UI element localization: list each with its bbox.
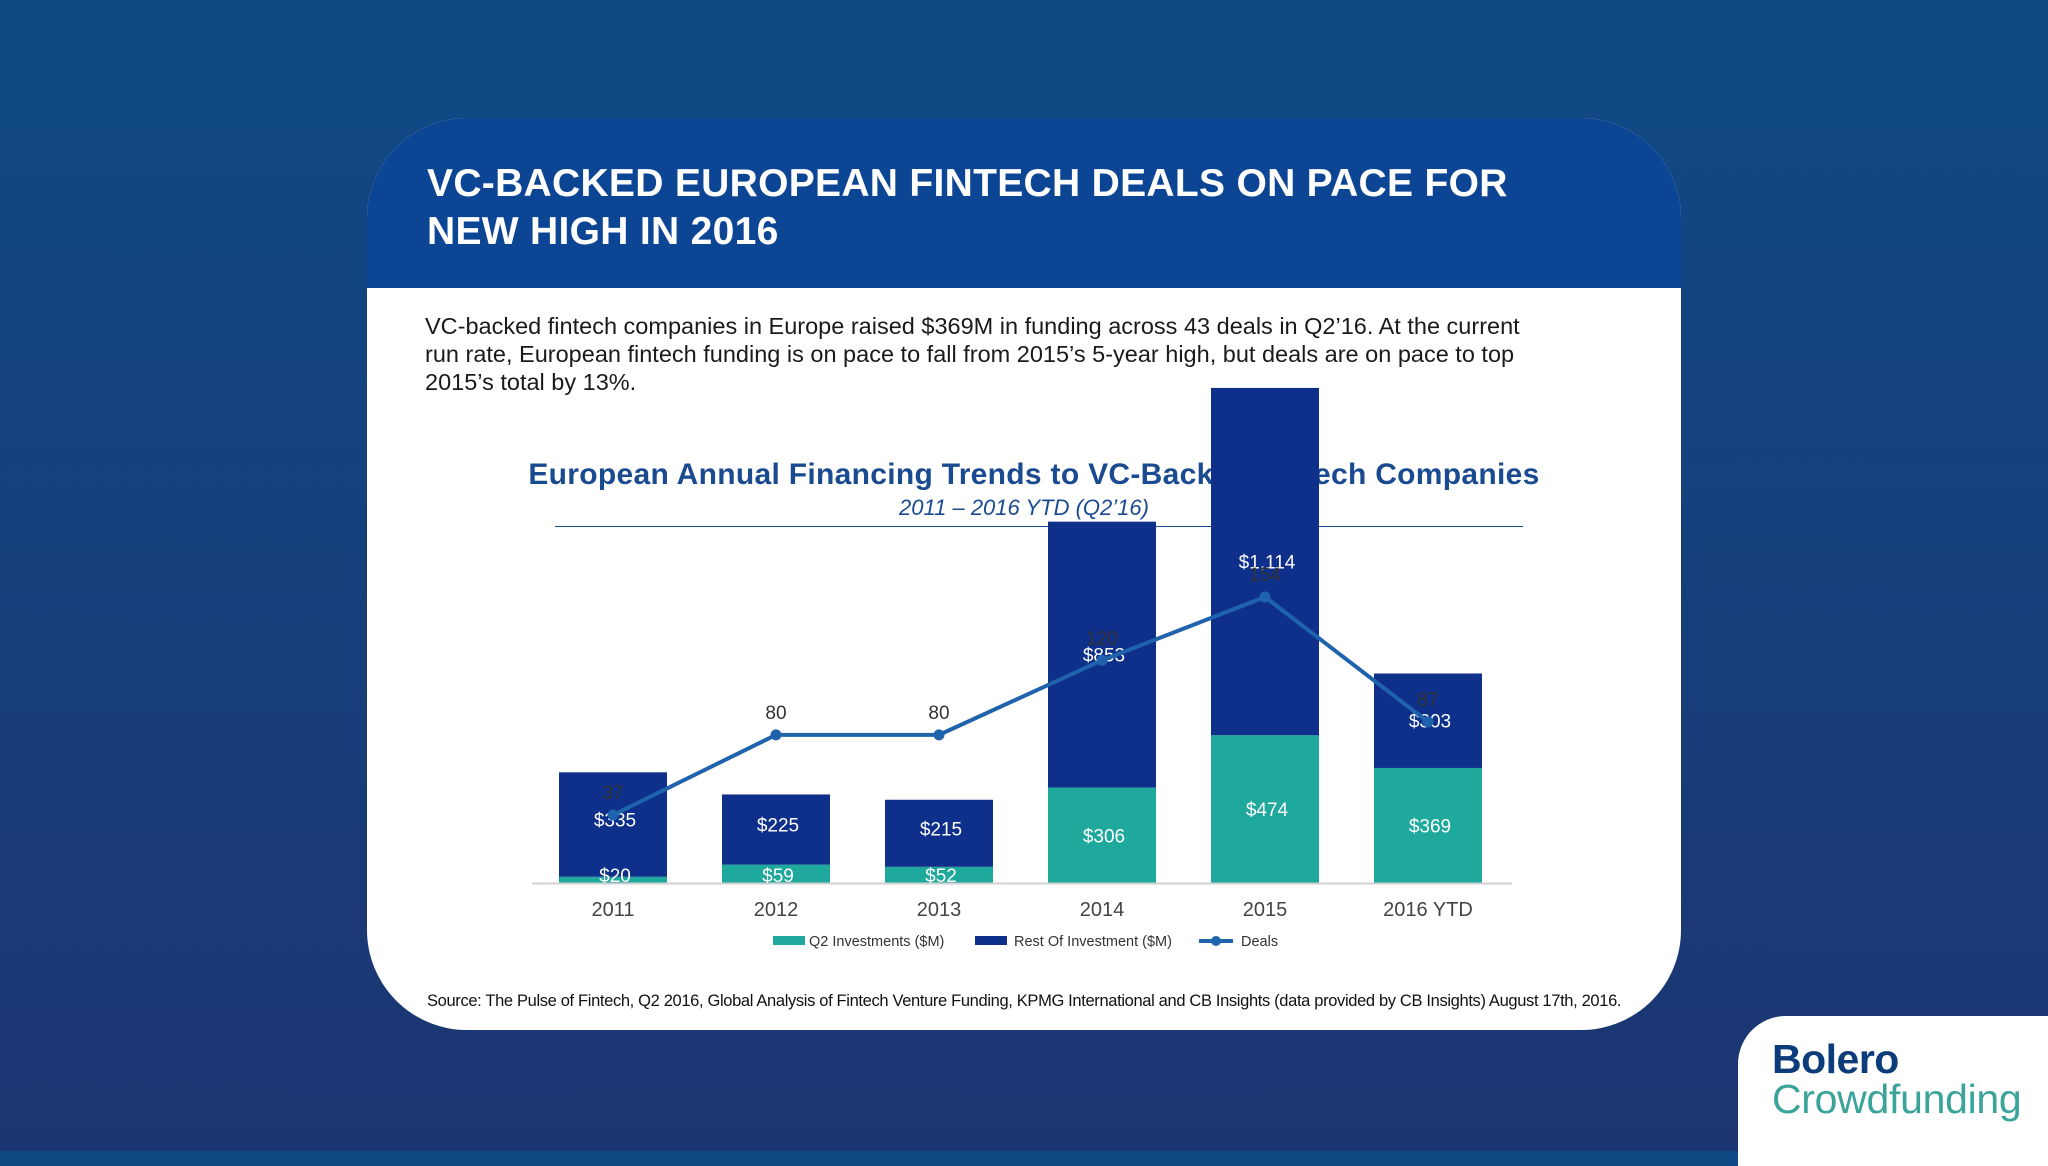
- bar-q2-2015: [1211, 735, 1319, 883]
- body-line-3: 2015’s total by 13%.: [425, 369, 637, 395]
- x-tick-label-2011: 2011: [591, 899, 634, 921]
- chart-title: European Annual Financing Trends to VC-B…: [528, 458, 1540, 491]
- data-label-rest-2011: $335: [594, 811, 636, 832]
- data-label-q2-2014: $306: [1083, 826, 1125, 847]
- source-note: Source: The Pulse of Fintech, Q2 2016, G…: [427, 992, 1622, 1010]
- slide-title-line-1: VC-BACKED EUROPEAN FINTECH DEALS ON PACE…: [427, 162, 1508, 205]
- bar-q2-2013: [885, 866, 993, 883]
- x-tick-label-2013: 2013: [917, 899, 962, 921]
- deals-label-2016-ytd: 87: [1417, 690, 1438, 711]
- x-tick-label-2016-ytd: 2016 YTD: [1383, 899, 1473, 921]
- x-tick-label-2012: 2012: [754, 899, 799, 921]
- legend-swatch-deals-dot: [1211, 936, 1221, 946]
- x-tick-label-2014: 2014: [1080, 899, 1125, 921]
- legend-label-rest: Rest Of Investment ($M): [1014, 934, 1172, 950]
- bar-q2-2011: [559, 876, 667, 883]
- data-label-q2-2015: $474: [1246, 800, 1289, 821]
- bar-q2-2014: [1048, 787, 1156, 883]
- bar-rest-2015: [1211, 387, 1319, 736]
- data-label-rest-2012: $225: [757, 816, 799, 837]
- deals-point-2013: [933, 729, 945, 741]
- slide-body-text: VC-backed fintech companies in Europe ra…: [425, 312, 1625, 396]
- deals-label-2013: 80: [928, 703, 949, 724]
- body-line-1: VC-backed fintech companies in Europe ra…: [425, 313, 1520, 339]
- chart-title-rule: [555, 526, 1523, 527]
- deals-label-2014: 120: [1086, 628, 1118, 649]
- logo-text-crowdfunding: Crowdfunding: [1772, 1076, 2022, 1122]
- bolero-crowdfunding-logo: Bolero Crowdfunding: [1738, 1016, 2048, 1166]
- deals-point-2012: [770, 729, 782, 741]
- body-line-2: run rate, European fintech funding is on…: [425, 341, 1515, 367]
- slide-title-line-2: NEW HIGH IN 2016: [427, 210, 779, 253]
- logo-text-bolero: Bolero: [1772, 1036, 1899, 1082]
- slide-title: VC-BACKED EUROPEAN FINTECH DEALS ON PACE…: [427, 160, 1607, 256]
- data-label-rest-2013: $215: [920, 819, 962, 840]
- deals-point-2011: [607, 809, 619, 821]
- data-label-q2-2016-ytd: $369: [1409, 816, 1451, 837]
- chart-canvas: $20$335$59$225$52$215$306$853$474$1,114$…: [532, 387, 1512, 950]
- deals-point-2015: [1259, 591, 1271, 603]
- slide-card: VC-BACKED EUROPEAN FINTECH DEALS ON PACE…: [367, 118, 1681, 1030]
- deals-label-2012: 80: [765, 703, 786, 724]
- legend-swatch-q2: [773, 936, 805, 945]
- data-label-q2-2011: $20: [599, 866, 631, 887]
- bar-rest-2012: [722, 794, 830, 865]
- data-label-q2-2012: $59: [762, 866, 794, 887]
- legend-swatch-rest: [975, 936, 1007, 945]
- data-label-rest-2015: $1,114: [1239, 553, 1296, 574]
- x-tick-label-2015: 2015: [1243, 899, 1288, 921]
- legend-label-deals: Deals: [1241, 934, 1278, 950]
- deals-point-2016-ytd: [1422, 716, 1434, 728]
- data-label-q2-2013: $52: [925, 866, 957, 887]
- legend-label-q2: Q2 Investments ($M): [809, 934, 944, 950]
- slide-header: VC-BACKED EUROPEAN FINTECH DEALS ON PACE…: [367, 118, 1681, 288]
- bar-rest-2011: [559, 772, 667, 877]
- bar-rest-2014: [1048, 521, 1156, 788]
- deals-label-2015: 154: [1249, 565, 1281, 586]
- chart-subtitle: 2011 – 2016 YTD (Q2’16): [899, 495, 1149, 520]
- bar-q2-2012: [722, 864, 830, 883]
- deals-label-2011: 37: [602, 783, 623, 804]
- bar-q2-2016-ytd: [1374, 767, 1482, 883]
- deals-point-2014: [1096, 654, 1108, 666]
- deals-line: [612, 595, 1430, 817]
- bar-rest-2013: [885, 799, 993, 867]
